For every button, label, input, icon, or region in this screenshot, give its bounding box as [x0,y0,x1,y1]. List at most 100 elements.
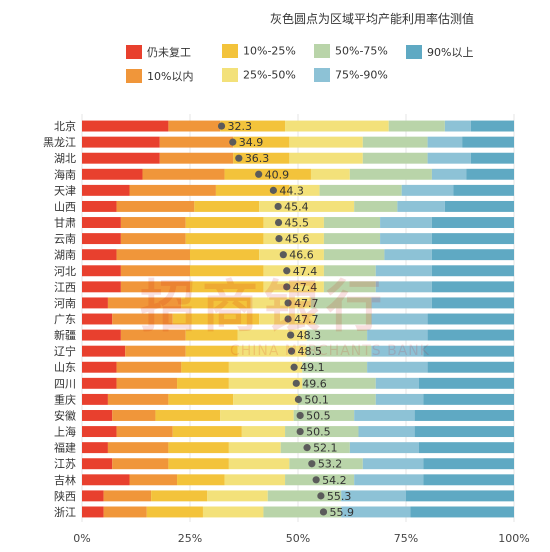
bar-segment [181,297,251,309]
bar-segment [120,329,186,341]
bar-segment [302,361,368,373]
bar-segment [423,474,514,486]
bar-segment [120,281,190,293]
average-point [229,138,237,146]
bar-segment [406,490,514,502]
bar-segment [310,168,350,180]
legend-label: 10%以内 [147,70,194,83]
bar-segment [375,281,432,293]
legend-swatch [126,45,142,59]
y-tick-label: 陕西 [54,489,76,503]
bar-segment [116,249,190,261]
bar-segment [82,410,113,421]
bar-segment [310,297,372,309]
bar-segment [220,410,294,421]
bar-segment [82,168,143,180]
y-tick-label: 天津 [54,184,76,197]
y-tick-label: 北京 [54,119,76,133]
data-label: 34.9 [239,136,264,149]
bar-segment [293,410,355,421]
average-point [269,186,277,194]
y-tick-label: 四川 [54,377,76,390]
bar-segment [323,265,376,277]
bar-segment [354,410,415,421]
data-label: 47.7 [294,313,319,326]
data-label: 45.6 [285,233,310,246]
bar-segment [298,393,376,405]
data-label: 47.4 [293,265,318,278]
bar-segment [129,474,178,486]
y-tick-label: 江苏 [54,458,76,471]
average-point [296,411,304,420]
x-tick-label: 25% [178,532,202,545]
bar-segment [120,233,186,245]
bar-segment [82,249,117,261]
bar-segment [82,120,169,132]
y-tick-label: 海南 [54,167,76,181]
bar-segment [112,458,169,470]
legend-label: 10%-25% [243,44,296,58]
data-label: 50.5 [306,426,331,439]
data-label: 48.3 [297,329,322,342]
bar-segment [82,458,113,470]
y-tick-label: 云南 [54,233,76,246]
bar-segment [82,426,117,438]
bar-segment [129,184,216,196]
bar-segment [431,249,514,261]
bar-segment [82,329,121,341]
data-label: 48.5 [298,345,323,358]
bar-segment [341,506,411,518]
y-tick-label: 湖北 [54,152,76,165]
bar-segment [177,474,225,486]
data-label: 49.6 [302,377,327,390]
bar-segment [82,265,121,277]
bar-segment [82,200,117,212]
bar-segment [82,490,104,502]
bar-segment [285,120,389,132]
bar-segment [384,249,432,261]
data-label: 32.3 [228,120,253,133]
bar-segment [388,120,445,132]
average-point [292,379,300,387]
bar-segment [354,200,398,212]
bar-segment [181,361,229,373]
bar-segment [107,393,169,405]
bar-segment [237,345,307,357]
bar-segment [427,361,514,373]
legend-label: 75%-90% [335,68,388,82]
bar-segment [341,490,406,502]
bar-segment [82,506,104,518]
bar-segment [228,361,303,373]
bar-segment [228,442,281,454]
average-point [290,363,298,371]
bar-segment [431,217,514,228]
y-tick-label: 广东 [54,313,76,326]
average-point [283,267,291,275]
bar-segment [380,233,432,245]
bar-segment [120,265,190,277]
bar-segment [82,217,121,228]
average-point [287,347,296,355]
data-label: 53.2 [318,458,343,471]
average-point [217,122,226,130]
bar-segment [315,313,372,325]
y-tick-label: 甘肃 [54,217,76,230]
bar-segment [168,393,234,405]
bar-segment [125,345,186,357]
bar-segment [107,297,182,309]
x-tick-label: 100% [498,532,529,545]
bar-segment [185,345,238,357]
legend-swatch [406,45,422,59]
bar-segment [285,426,359,438]
bar-segment [250,297,311,309]
average-point [283,283,291,291]
bar-segment [82,281,121,293]
legend-item-25-50: 25%-50% [222,68,296,82]
bar-segment [215,184,290,196]
average-point [319,508,328,516]
bar-segment [107,442,169,454]
bar-segment [159,136,234,148]
bar-segment [228,377,303,389]
bar-segment [431,297,514,309]
y-tick-label: 吉林 [54,473,76,487]
